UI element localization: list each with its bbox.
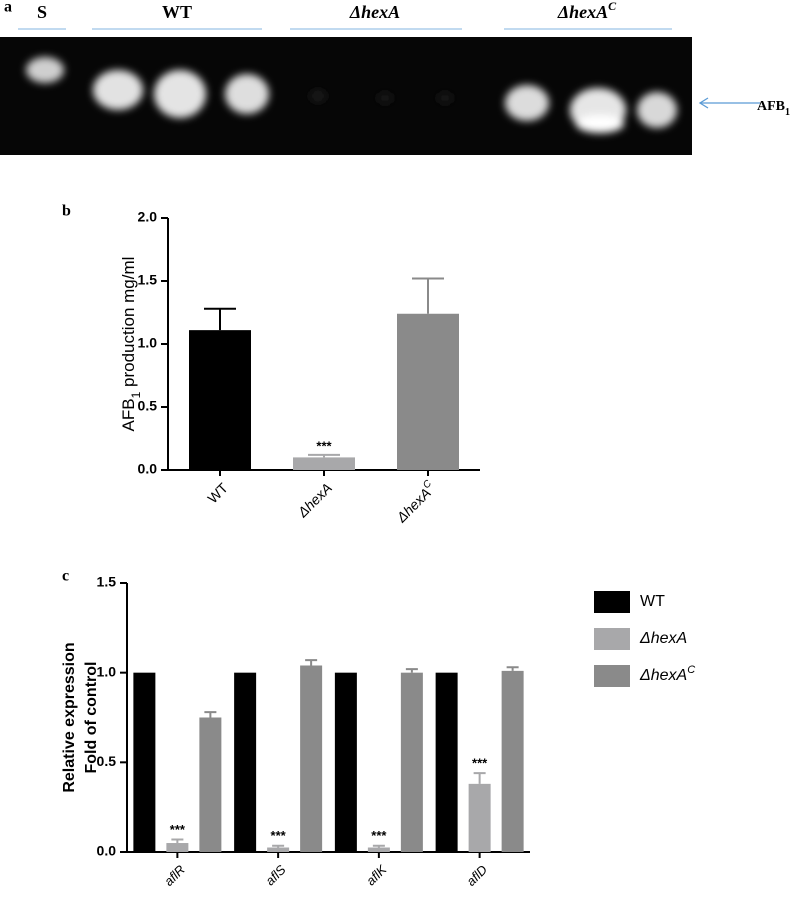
bar: [267, 847, 290, 852]
error-bar: [372, 844, 385, 848]
legend-label: ΔhexA: [639, 630, 687, 647]
gel-spots: [26, 57, 677, 133]
bar: [334, 672, 357, 852]
legend-text: ΔhexA: [639, 630, 687, 647]
y-axis-label: Fold of control: [83, 662, 100, 774]
legend-label: ΔhexAC: [639, 664, 695, 684]
bar: [400, 672, 423, 852]
legend-label: WT: [640, 593, 665, 610]
lane-text: WT: [162, 2, 192, 22]
y-tick-label: 0.5: [138, 398, 158, 414]
lane-label: S: [37, 2, 47, 22]
bar: [234, 672, 257, 852]
y-label-rest: production mg/ml: [119, 257, 138, 392]
x-tick-label: aflD: [463, 862, 490, 889]
lane-label: WT: [162, 2, 192, 22]
y-tick-label: 2.0: [138, 209, 158, 225]
y-tick-label: 1.0: [138, 335, 158, 351]
x-tick-label: ΔhexA: [294, 479, 335, 520]
error-bar: [473, 772, 486, 784]
bar: [468, 783, 491, 852]
significance: ***: [371, 828, 387, 843]
marker-sub: 1: [785, 107, 790, 118]
legend-swatch: [594, 665, 630, 687]
bar: [435, 672, 458, 852]
lane-text: ΔhexA: [557, 2, 608, 22]
legend-text: ΔhexA: [639, 667, 687, 684]
error-bar: [272, 844, 285, 848]
panel-label: c: [62, 568, 69, 585]
y-axis-label: Relative expression: [61, 642, 78, 792]
lane-text: S: [37, 2, 47, 22]
legend-swatch: [594, 628, 630, 650]
y-tick-label: 1.5: [138, 272, 158, 288]
y-tick-label: 1.0: [97, 663, 117, 679]
lane-label: ΔhexAC: [557, 0, 617, 22]
category-text: WT: [204, 479, 231, 506]
bar: [501, 670, 524, 852]
x-tick-label: aflS: [262, 862, 289, 889]
bar: [133, 672, 156, 852]
error-bar: [308, 453, 340, 458]
panel-label: a: [4, 0, 12, 16]
significance: ***: [271, 828, 287, 843]
error-bar: [305, 659, 318, 666]
y-tick-label: 1.5: [97, 574, 117, 590]
legend-sup: C: [687, 664, 695, 676]
marker-text: AFB: [757, 99, 785, 114]
error-bar: [204, 711, 217, 718]
significance: ***: [316, 438, 332, 453]
bar: [300, 665, 323, 852]
error-bar: [506, 666, 519, 671]
significance: ***: [170, 822, 186, 837]
bar: [166, 843, 189, 852]
lane-labels: S WT ΔhexA ΔhexAC: [37, 0, 617, 22]
lane-text: ΔhexA: [349, 2, 400, 22]
bar: [189, 330, 251, 470]
error-bar: [405, 668, 418, 673]
panel-label: b: [62, 203, 71, 220]
y-label-sub: 1: [129, 391, 143, 398]
bar: [199, 717, 222, 852]
panel-a: a S WT ΔhexA ΔhexAC AFB1: [0, 0, 790, 155]
x-tick-label: aflK: [363, 861, 390, 888]
marker-label: AFB1: [757, 99, 790, 118]
x-tick-label: ΔhexAC: [391, 478, 439, 526]
y-tick-label: 0.5: [97, 753, 117, 769]
significance: ***: [472, 756, 488, 771]
arrow-head: [698, 97, 709, 109]
lane-label: ΔhexA: [349, 2, 400, 22]
bar: [293, 457, 355, 470]
y-tick-label: 0.0: [138, 461, 158, 477]
x-tick-label: WT: [204, 479, 231, 506]
bar: [367, 847, 390, 852]
error-bar: [412, 277, 444, 314]
lane-sup: C: [608, 0, 617, 13]
x-tick-label: aflR: [161, 862, 188, 889]
category-text: ΔhexA: [294, 479, 335, 520]
y-label-text: AFB: [119, 398, 138, 431]
bar: [397, 313, 459, 470]
y-axis-label: AFB1 production mg/ml: [119, 257, 143, 432]
error-bar: [171, 838, 184, 844]
legend-text: WT: [640, 593, 665, 610]
error-bar: [204, 307, 236, 331]
legend-swatch: [594, 591, 630, 613]
y-tick-label: 0.0: [97, 843, 117, 859]
